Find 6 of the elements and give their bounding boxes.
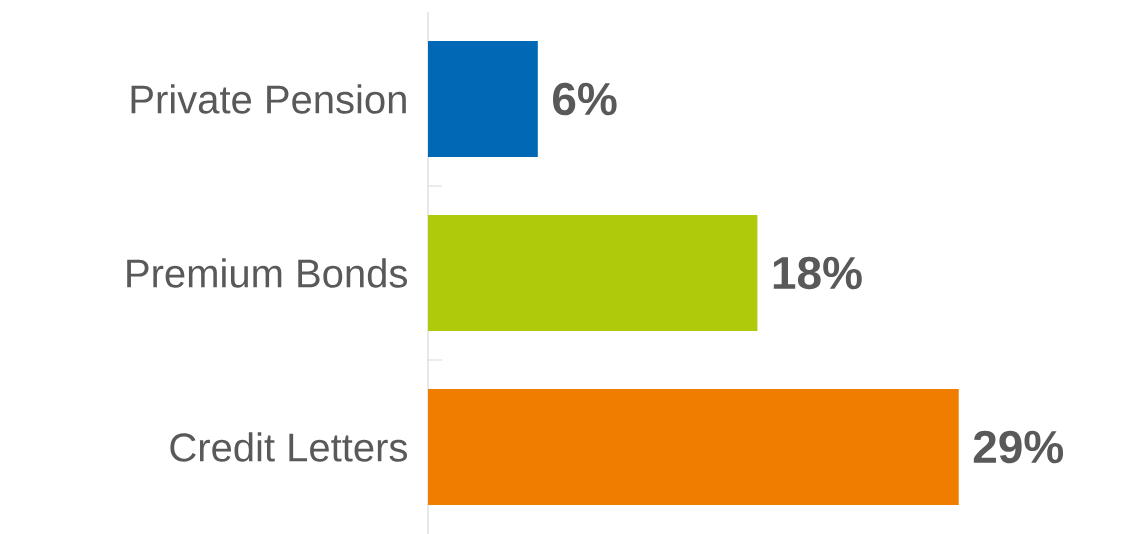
y-tick-label: Credit Letters bbox=[170, 432, 407, 462]
y-tick-label: Private Pension bbox=[131, 84, 406, 114]
data-label: 29% bbox=[973, 430, 1064, 464]
data-label: 6% bbox=[553, 82, 617, 116]
y-tick-label: Premium Bonds bbox=[127, 258, 407, 288]
data-label: 18% bbox=[773, 256, 862, 290]
